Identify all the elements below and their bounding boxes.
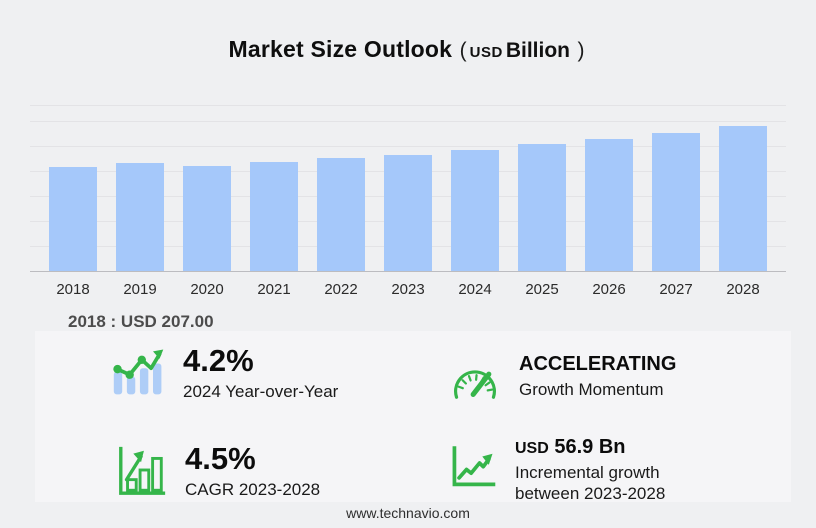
x-axis-label: 2018 [56,281,90,298]
x-axis-labels: 2018 2019 2020 2021 2022 2023 2024 2025 2026 2027… [30,281,786,298]
x-axis-label: 2025 [525,281,559,298]
bar-2025[interactable] [518,144,566,271]
bar-2021[interactable] [250,162,298,271]
momentum-label: Growth Momentum [519,380,664,399]
website-link[interactable]: www.technavio.com [346,505,470,521]
chart-title-text: Market Size Outlook [228,36,453,62]
data-point-tooltip: 2018 : USD 207.00 [68,312,214,331]
title-currency: USD [469,44,503,61]
x-axis-label: 2021 [257,281,291,298]
line-growth-icon [447,435,499,496]
x-axis-label: 2020 [190,281,224,298]
bar-chart-plot-area [30,105,786,272]
bar-2026[interactable] [585,139,633,271]
incremental-value: USD 56.9 Bn [515,435,693,459]
x-axis-label: 2019 [123,281,157,298]
x-axis-label: 2028 [726,281,760,298]
yoy-value: 4.2% [183,343,254,378]
bar-2022[interactable] [317,158,365,271]
stat-incremental-growth: USD 56.9 Bn Incremental growth between 2… [447,435,693,505]
paren-open: ( [459,39,467,62]
growth-bars-icon [115,443,169,502]
stat-growth-momentum: ACCELERATING Growth Momentum [447,352,676,405]
yoy-label: 2024 Year-over-Year [183,381,339,401]
bar-chart-trend-icon [111,345,167,402]
incremental-label: Incremental growth between 2023-2028 [515,463,666,504]
momentum-value: ACCELERATING [519,353,677,375]
x-axis-label: 2027 [659,281,693,298]
x-axis-label: 2026 [592,281,626,298]
title-unit: Billion [505,39,570,62]
bar-2020[interactable] [183,166,231,271]
bar-2019[interactable] [116,163,164,271]
x-axis-label: 2022 [324,281,358,298]
bar-2018[interactable] [49,167,97,271]
cagr-value: 4.5% [185,441,256,476]
speedometer-icon [447,352,503,405]
cagr-label: CAGR 2023-2028 [185,479,321,499]
bar-2023[interactable] [384,155,432,271]
bar-2028[interactable] [719,126,767,271]
x-axis-label: 2024 [458,281,492,298]
stat-yoy-growth: 4.2% 2024 Year-over-Year [111,343,339,402]
stats-panel: 4.2% 2024 Year-over-Year ACCELERAT [35,331,791,505]
bar-2024[interactable] [451,150,499,271]
incremental-value-currency: USD [515,440,549,457]
bar-2027[interactable] [652,133,700,271]
incremental-value-amount: 56.9 Bn [554,436,626,458]
chart-title: Market Size Outlook (USD Billion ) [0,36,816,63]
x-axis-label: 2023 [391,281,425,298]
paren-close: ) [577,39,585,62]
stat-cagr: 4.5% CAGR 2023-2028 [115,441,321,502]
